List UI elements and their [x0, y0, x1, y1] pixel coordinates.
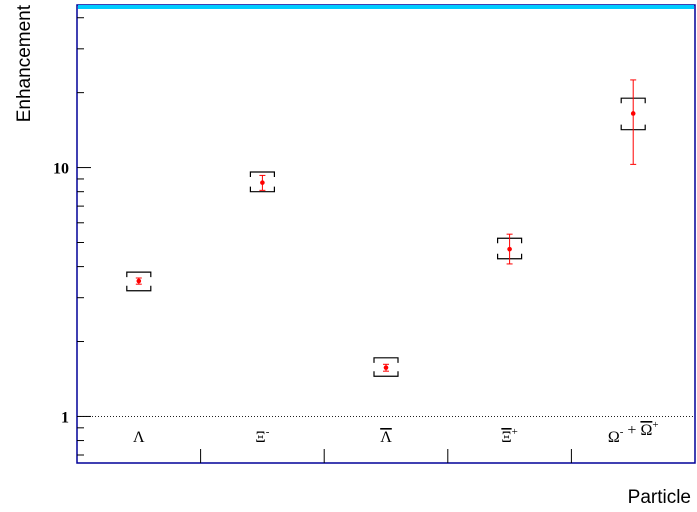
y-tick-label: 1	[61, 409, 69, 426]
sys-bracket-upper	[373, 357, 399, 363]
category-label: Ω- + Ω+	[608, 419, 659, 446]
x-axis-label: Particle	[628, 487, 691, 508]
sys-bracket-upper	[126, 271, 152, 278]
data-point	[260, 180, 265, 185]
data-point-group	[497, 233, 523, 265]
plot-frame	[76, 4, 696, 464]
category-label: Λ	[380, 429, 392, 446]
sys-bracket-lower	[373, 371, 399, 377]
data-point-group	[249, 171, 275, 193]
data-point	[383, 365, 389, 370]
sys-bracket-lower	[126, 285, 152, 292]
category-label: Ξ-	[255, 426, 269, 446]
data-point	[136, 278, 142, 284]
category-label: Λ	[133, 429, 145, 446]
sys-bracket-upper	[249, 171, 275, 177]
data-point-group	[620, 79, 646, 165]
y-tick-label: 10	[53, 161, 69, 178]
top-band	[78, 5, 694, 9]
y-axis-label: Enhancement	[14, 4, 35, 122]
data-point	[507, 246, 512, 252]
data-point-group	[126, 271, 152, 292]
sys-bracket-lower	[249, 186, 275, 193]
data-point-group	[373, 357, 399, 377]
category-label: Ξ+	[501, 426, 518, 446]
data-point	[630, 111, 636, 116]
